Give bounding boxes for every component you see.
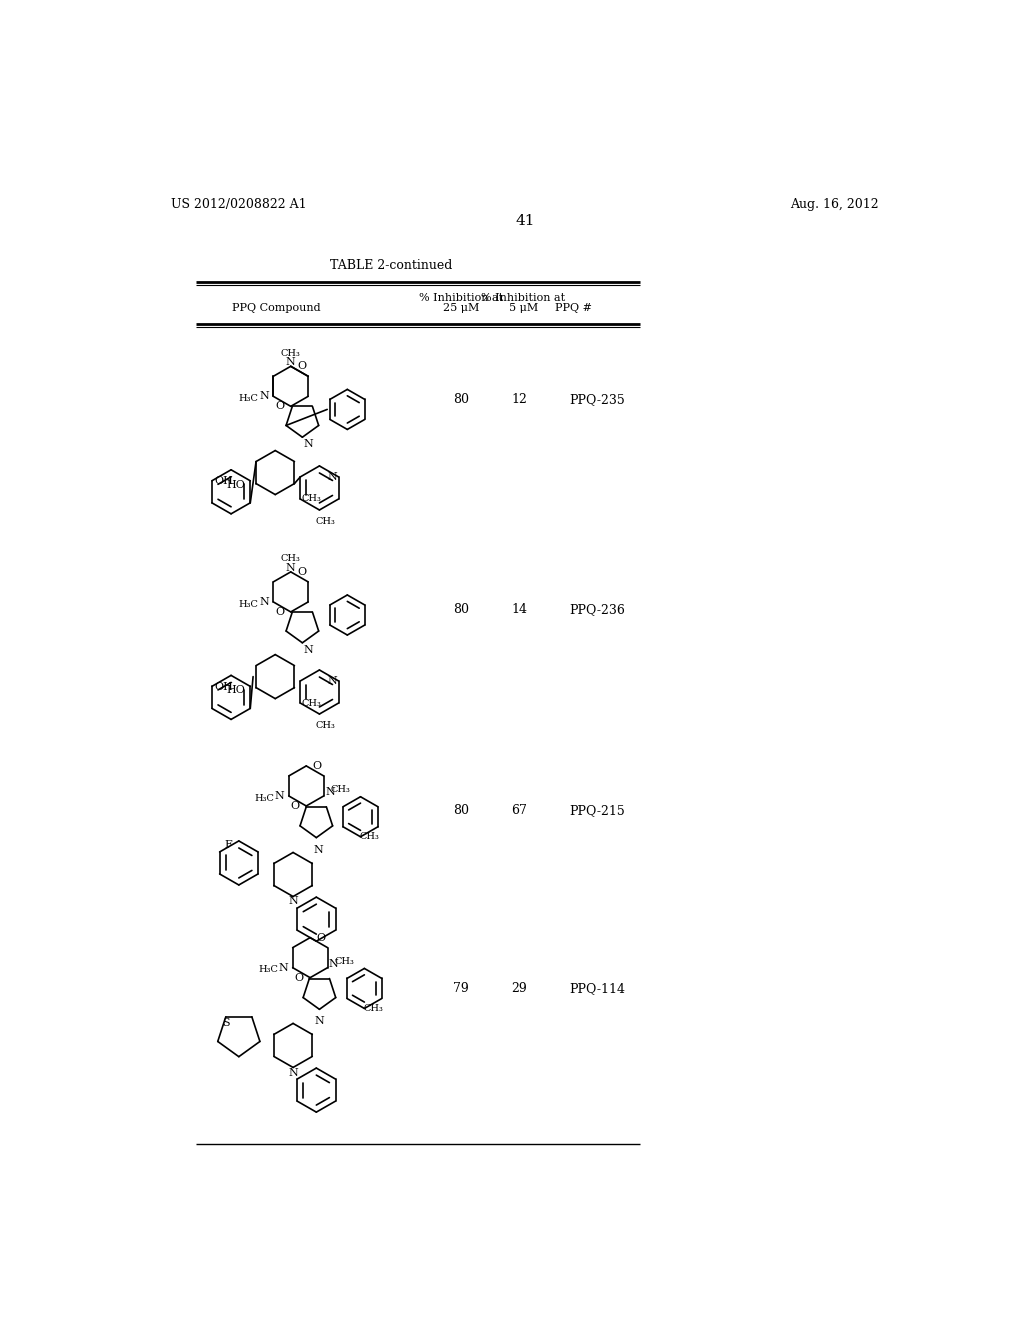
Text: S: S bbox=[222, 1018, 229, 1028]
Text: 29: 29 bbox=[512, 982, 527, 995]
Text: 5 μM: 5 μM bbox=[509, 304, 538, 313]
Text: PPQ-215: PPQ-215 bbox=[569, 804, 626, 817]
Text: O: O bbox=[275, 401, 285, 412]
Text: O: O bbox=[297, 362, 306, 371]
Text: HO: HO bbox=[227, 685, 246, 696]
Text: N: N bbox=[259, 391, 269, 401]
Text: H₃C: H₃C bbox=[258, 965, 278, 974]
Text: N: N bbox=[314, 1016, 325, 1026]
Text: CH₃: CH₃ bbox=[301, 698, 321, 708]
Text: 80: 80 bbox=[454, 393, 469, 407]
Text: N: N bbox=[288, 896, 298, 907]
Text: N: N bbox=[304, 644, 313, 655]
Text: N: N bbox=[286, 564, 296, 573]
Text: 14: 14 bbox=[511, 603, 527, 616]
Text: 25 μM: 25 μM bbox=[443, 304, 479, 313]
Text: N: N bbox=[286, 358, 296, 367]
Text: PPQ #: PPQ # bbox=[555, 304, 592, 313]
Text: 67: 67 bbox=[511, 804, 527, 817]
Text: OH: OH bbox=[214, 477, 232, 486]
Text: PPQ-236: PPQ-236 bbox=[569, 603, 626, 616]
Text: TABLE 2-continued: TABLE 2-continued bbox=[331, 259, 453, 272]
Text: CH₃: CH₃ bbox=[281, 554, 301, 564]
Text: % Inhibition at: % Inhibition at bbox=[419, 293, 504, 304]
Text: H₃C: H₃C bbox=[239, 599, 258, 609]
Text: N: N bbox=[279, 962, 288, 973]
Text: N: N bbox=[274, 791, 285, 801]
Text: 41: 41 bbox=[515, 214, 535, 228]
Text: H₃C: H₃C bbox=[254, 793, 274, 803]
Text: 80: 80 bbox=[454, 804, 469, 817]
Text: OH: OH bbox=[214, 682, 232, 692]
Text: % Inhibition at: % Inhibition at bbox=[481, 293, 565, 304]
Text: HO: HO bbox=[227, 479, 246, 490]
Text: CH₃: CH₃ bbox=[281, 348, 301, 358]
Text: 12: 12 bbox=[511, 393, 527, 407]
Text: 80: 80 bbox=[454, 603, 469, 616]
Text: N: N bbox=[288, 1068, 298, 1078]
Text: CH₃: CH₃ bbox=[331, 785, 350, 795]
Text: O: O bbox=[316, 933, 326, 942]
Text: N: N bbox=[328, 676, 337, 686]
Text: PPQ-235: PPQ-235 bbox=[569, 393, 626, 407]
Text: O: O bbox=[275, 607, 285, 616]
Text: O: O bbox=[312, 760, 322, 771]
Text: N: N bbox=[325, 787, 335, 797]
Text: O: O bbox=[291, 801, 300, 810]
Text: N: N bbox=[259, 597, 269, 607]
Text: CH₃: CH₃ bbox=[364, 1005, 384, 1012]
Text: US 2012/0208822 A1: US 2012/0208822 A1 bbox=[171, 198, 306, 211]
Text: CH₃: CH₃ bbox=[315, 721, 336, 730]
Text: N: N bbox=[304, 440, 313, 449]
Text: CH₃: CH₃ bbox=[335, 957, 354, 966]
Text: N: N bbox=[328, 473, 337, 482]
Text: CH₃: CH₃ bbox=[315, 517, 336, 527]
Text: CH₃: CH₃ bbox=[301, 495, 321, 503]
Text: CH₃: CH₃ bbox=[359, 833, 380, 841]
Text: N: N bbox=[329, 958, 339, 969]
Text: F: F bbox=[224, 840, 231, 850]
Text: PPQ-114: PPQ-114 bbox=[569, 982, 626, 995]
Text: H₃C: H₃C bbox=[239, 395, 258, 403]
Text: N: N bbox=[313, 845, 323, 855]
Text: Aug. 16, 2012: Aug. 16, 2012 bbox=[791, 198, 879, 211]
Text: PPQ Compound: PPQ Compound bbox=[232, 304, 322, 313]
Text: O: O bbox=[297, 566, 306, 577]
Text: 79: 79 bbox=[454, 982, 469, 995]
Text: O: O bbox=[295, 973, 304, 982]
